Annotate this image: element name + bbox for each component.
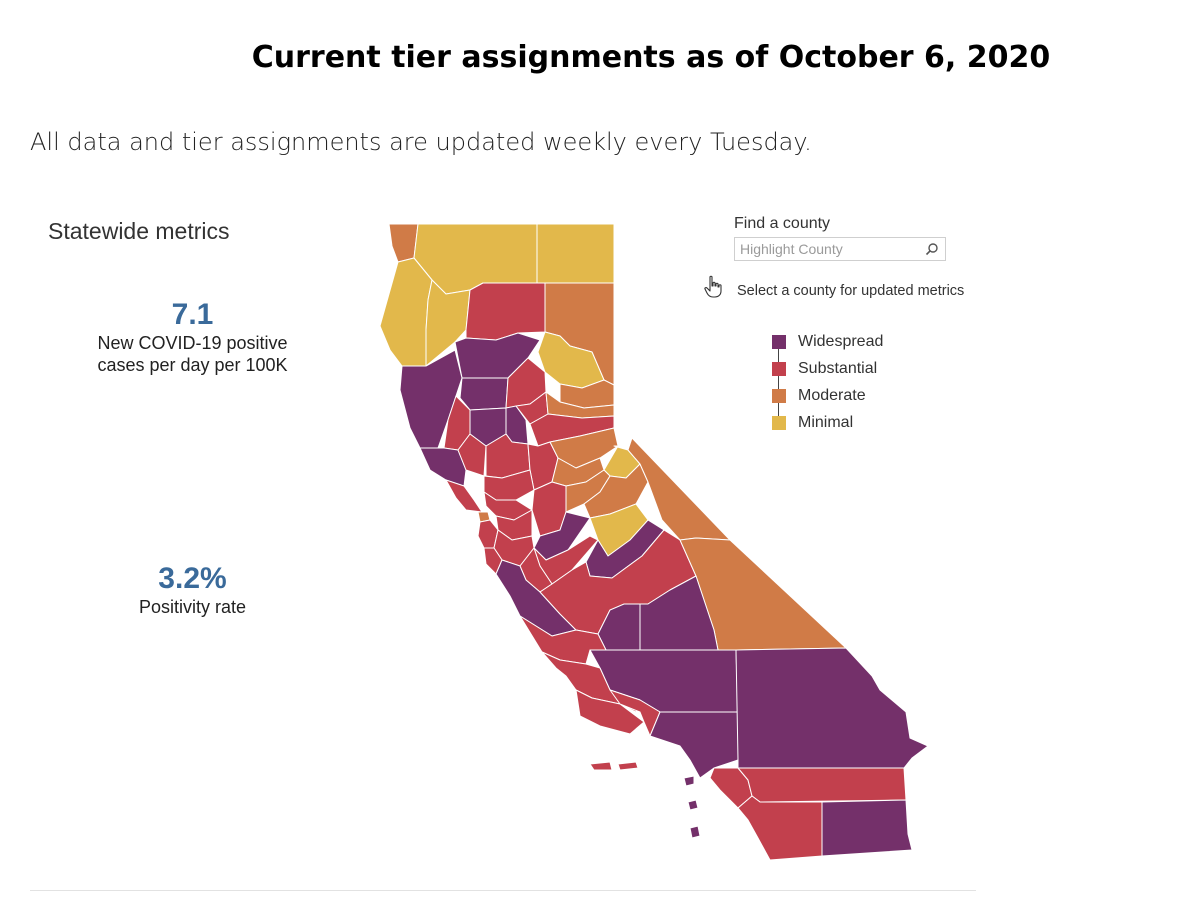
legend-label-moderate: Moderate	[798, 386, 866, 404]
tier-legend: Widespread Substantial Moderate Minimal	[770, 328, 883, 436]
county-glenn[interactable]	[459, 377, 509, 411]
page-title: Current tier assignments as of October 6…	[251, 40, 1051, 75]
county-imperial[interactable]	[821, 799, 913, 857]
page-subtitle: All data and tier assignments are update…	[30, 128, 812, 156]
california-county-map[interactable]	[370, 218, 930, 863]
hand-pointer-icon	[704, 275, 722, 298]
county-tuolumne[interactable]	[583, 463, 649, 519]
county-napa[interactable]	[457, 433, 487, 477]
legend-item-minimal[interactable]: Minimal	[770, 409, 883, 436]
legend-swatch-substantial	[772, 361, 786, 376]
positivity-metric-value: 3.2%	[158, 562, 227, 595]
channel-islands-south	[683, 775, 701, 839]
legend-item-moderate[interactable]: Moderate	[770, 382, 883, 409]
legend-item-widespread[interactable]: Widespread	[770, 328, 883, 355]
county-shasta[interactable]	[465, 282, 546, 341]
statewide-metrics-heading: Statewide metrics	[48, 218, 230, 244]
county-search-box[interactable]	[734, 237, 946, 261]
search-icon[interactable]	[925, 242, 939, 256]
cases-metric-label-line2: cases per day per 100K	[97, 355, 288, 375]
legend-item-substantial[interactable]: Substantial	[770, 355, 883, 382]
cases-metric: 7.1 New COVID-19 positive cases per day …	[60, 298, 325, 376]
select-county-hint: Select a county for updated metrics	[737, 283, 965, 299]
county-san-diego[interactable]	[737, 795, 823, 861]
county-riverside[interactable]	[737, 767, 907, 803]
legend-swatch-moderate	[772, 388, 786, 403]
legend-label-substantial: Substantial	[798, 359, 878, 377]
legend-label-widespread: Widespread	[798, 332, 884, 350]
positivity-metric-label: Positivity rate	[138, 597, 247, 617]
county-ventura[interactable]	[575, 689, 661, 737]
channel-islands	[589, 761, 639, 771]
legend-swatch-widespread	[772, 334, 786, 349]
positivity-metric: 3.2% Positivity rate	[60, 562, 325, 618]
legend-swatch-minimal	[772, 415, 786, 430]
cases-metric-value: 7.1	[171, 298, 214, 331]
find-county-title: Find a county	[734, 215, 831, 232]
legend-connector-line	[778, 338, 779, 420]
section-divider	[30, 890, 976, 891]
county-search-input[interactable]	[735, 238, 920, 260]
county-humboldt[interactable]	[379, 257, 433, 367]
county-san-bernardino[interactable]	[735, 647, 929, 769]
cases-metric-label-line1: New COVID-19 positive	[97, 333, 288, 353]
county-modoc[interactable]	[536, 223, 615, 284]
county-del-norte[interactable]	[388, 223, 419, 263]
legend-label-minimal: Minimal	[798, 413, 854, 431]
